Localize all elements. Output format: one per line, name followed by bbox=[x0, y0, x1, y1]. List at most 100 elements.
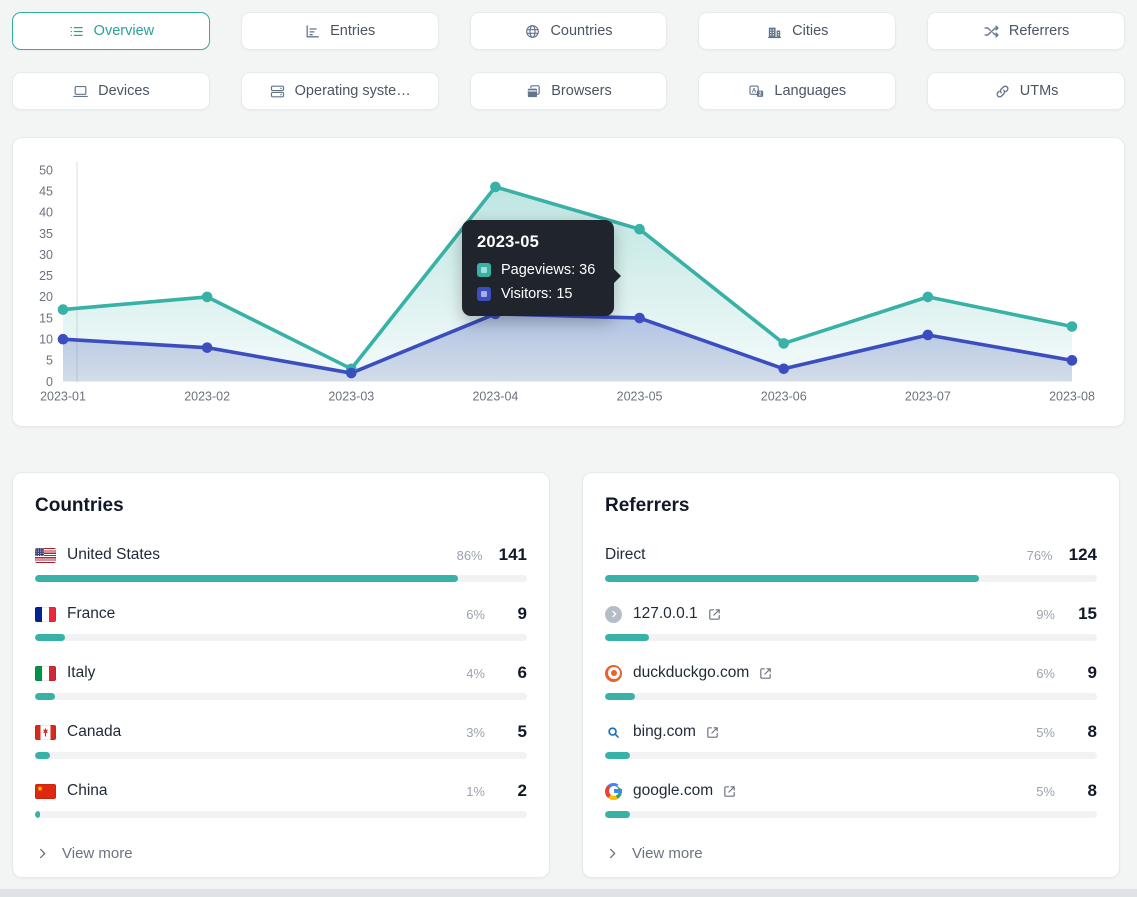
progress-fill bbox=[605, 634, 650, 641]
country-row: France 6% 9 bbox=[35, 601, 527, 641]
chart-bar-icon bbox=[304, 23, 321, 40]
country-name: Italy bbox=[67, 664, 96, 681]
referrer-name: Direct bbox=[605, 546, 646, 563]
progress-fill bbox=[35, 811, 40, 818]
external-link-icon[interactable] bbox=[722, 784, 737, 799]
referrer-row: 127.0.0.1 9% 15 bbox=[605, 601, 1097, 641]
referrer-row: bing.com 5% 8 bbox=[605, 719, 1097, 759]
tab-browsers[interactable]: Browsers bbox=[469, 72, 668, 110]
percent-label: 1% bbox=[466, 783, 485, 799]
referrers-view-more-button[interactable]: View more bbox=[605, 837, 1097, 872]
count-value: 5 bbox=[517, 722, 527, 741]
pageviews-data-point[interactable] bbox=[201, 291, 213, 303]
country-name: China bbox=[67, 782, 108, 799]
progress-track bbox=[35, 634, 527, 641]
ca-flag-icon bbox=[35, 724, 56, 740]
svg-text:2: 2 bbox=[759, 91, 762, 97]
tab-grid: Overview Entries Countries Cities Referrers D… bbox=[12, 12, 1125, 110]
stat-label-line[interactable]: duckduckgo.com 6% 9 bbox=[605, 660, 1097, 686]
country-name: United States bbox=[67, 546, 161, 563]
visitors-data-point[interactable] bbox=[634, 312, 645, 324]
visitors-data-point[interactable] bbox=[57, 333, 69, 345]
tab-operating-syste[interactable]: Operating syste… bbox=[240, 72, 439, 110]
visitors-data-point[interactable] bbox=[345, 367, 357, 379]
building-icon bbox=[766, 23, 783, 40]
y-tick-label: 5 bbox=[46, 354, 53, 368]
tab-referrers[interactable]: Referrers bbox=[927, 12, 1125, 50]
progress-track bbox=[35, 693, 527, 700]
pageviews-data-point[interactable] bbox=[778, 338, 790, 349]
tab-overview[interactable]: Overview bbox=[12, 12, 210, 50]
visitors-data-point[interactable] bbox=[1066, 355, 1078, 366]
globe-icon bbox=[524, 23, 541, 40]
tab-languages[interactable]: A 2 Languages bbox=[698, 72, 897, 110]
progress-fill bbox=[605, 693, 635, 700]
pageviews-data-point[interactable] bbox=[922, 291, 934, 303]
stat-label-line[interactable]: bing.com 5% 8 bbox=[605, 719, 1097, 745]
svg-text:A: A bbox=[752, 87, 757, 94]
tab-label: Countries bbox=[550, 23, 613, 39]
fr-flag-icon bbox=[35, 606, 56, 622]
progress-track bbox=[605, 693, 1097, 700]
pageviews-data-point[interactable] bbox=[57, 304, 69, 315]
external-link-icon[interactable] bbox=[758, 666, 773, 681]
external-link-icon[interactable] bbox=[705, 725, 720, 740]
y-tick-label: 15 bbox=[39, 311, 53, 325]
pageviews-data-point[interactable] bbox=[634, 223, 645, 235]
stat-label-line: France 6% 9 bbox=[35, 601, 527, 627]
progress-fill bbox=[605, 575, 979, 582]
tab-devices[interactable]: Devices bbox=[12, 72, 210, 110]
tab-cities[interactable]: Cities bbox=[698, 12, 897, 50]
pageviews-data-point[interactable] bbox=[490, 181, 501, 193]
x-tick-label: 2023-06 bbox=[761, 390, 807, 404]
cn-flag-icon bbox=[35, 783, 56, 799]
referrer-row: duckduckgo.com 6% 9 bbox=[605, 660, 1097, 700]
country-row: Italy 4% 6 bbox=[35, 660, 527, 700]
tab-countries[interactable]: Countries bbox=[469, 12, 668, 50]
view-more-label: View more bbox=[62, 845, 133, 862]
tab-entries[interactable]: Entries bbox=[240, 12, 439, 50]
percent-label: 3% bbox=[466, 724, 485, 740]
visitors-data-point[interactable] bbox=[201, 342, 213, 353]
country-row: China 1% 2 bbox=[35, 778, 527, 818]
count-value: 15 bbox=[1078, 604, 1097, 623]
referrer-name: bing.com bbox=[633, 723, 696, 740]
countries-view-more-button[interactable]: View more bbox=[35, 837, 527, 872]
count-value: 6 bbox=[517, 663, 527, 682]
shuffle-icon bbox=[983, 23, 1000, 40]
percent-label: 6% bbox=[466, 606, 485, 622]
pageviews-line bbox=[61, 185, 1074, 371]
x-tick-label: 2023-01 bbox=[40, 390, 86, 404]
view-more-label: View more bbox=[632, 845, 703, 862]
stat-label-line[interactable]: 127.0.0.1 9% 15 bbox=[605, 601, 1097, 627]
x-tick-label: 2023-03 bbox=[328, 390, 374, 404]
stat-label-line: United States 86% 141 bbox=[35, 542, 527, 568]
chevron-right-icon bbox=[605, 846, 620, 861]
tooltip-value: Visitors: 15 bbox=[501, 286, 573, 302]
y-tick-label: 35 bbox=[39, 227, 53, 241]
stat-label-line: Canada 3% 5 bbox=[35, 719, 527, 745]
tab-utms[interactable]: UTMs bbox=[927, 72, 1125, 110]
stat-label-line: Direct 76% 124 bbox=[605, 542, 1097, 568]
progress-fill bbox=[35, 752, 50, 759]
progress-fill bbox=[35, 575, 459, 582]
tab-label: UTMs bbox=[1019, 83, 1059, 99]
progress-track bbox=[605, 752, 1097, 759]
count-value: 8 bbox=[1087, 781, 1097, 800]
stat-label-line: China 1% 2 bbox=[35, 778, 527, 804]
referrer-row: google.com 5% 8 bbox=[605, 778, 1097, 818]
progress-fill bbox=[35, 693, 55, 700]
pageviews-data-point[interactable] bbox=[1066, 321, 1078, 332]
external-link-icon[interactable] bbox=[707, 607, 722, 622]
tooltip-value: Pageviews: 36 bbox=[501, 262, 596, 278]
tab-label: Operating syste… bbox=[294, 83, 411, 99]
visitors-data-point[interactable] bbox=[778, 363, 790, 375]
bing-favicon-icon bbox=[605, 724, 622, 741]
y-tick-label: 10 bbox=[39, 333, 53, 347]
stat-label-line[interactable]: google.com 5% 8 bbox=[605, 778, 1097, 804]
referrers-card-title: Referrers bbox=[605, 495, 690, 516]
visitors-data-point[interactable] bbox=[922, 329, 934, 341]
visitors-area bbox=[63, 313, 1072, 382]
y-tick-label: 20 bbox=[39, 290, 53, 304]
x-tick-label: 2023-05 bbox=[617, 390, 663, 404]
